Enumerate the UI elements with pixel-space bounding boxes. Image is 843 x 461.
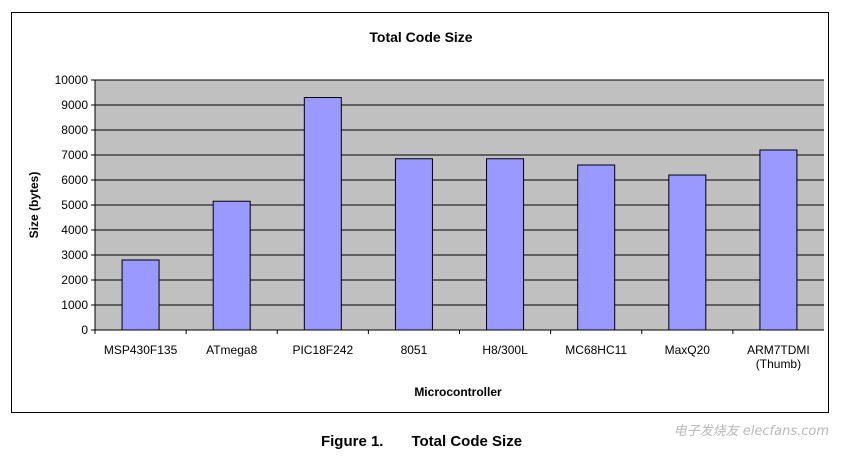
y-axis-title: Size (bytes) — [27, 172, 41, 239]
y-tick-label: 8000 — [61, 123, 88, 137]
y-tick-label: 1000 — [61, 298, 88, 312]
x-tick-label: H8/300L — [482, 343, 528, 357]
y-tick-label: 9000 — [61, 98, 88, 112]
bar-1 — [212, 200, 251, 331]
y-tick-label: 6000 — [61, 173, 88, 187]
x-tick-label: ARM7TDMI (Thumb) — [747, 343, 810, 371]
figure-label: Figure 1. — [320, 433, 384, 450]
x-tick-label: ATmega8 — [206, 343, 257, 357]
figure-title: Total Code Size — [411, 433, 523, 450]
bar-chart: Total Code Size 0 1000 2000 3000 4000 5000 6000… — [27, 29, 824, 399]
y-tick-label: 7000 — [61, 148, 88, 162]
x-tick-label: MC68HC11 — [565, 343, 627, 357]
bar-7 — [759, 149, 798, 331]
x-tick-label: MSP430F135 — [104, 343, 178, 357]
chart-frame: Total Code Size 0 1000 2000 3000 4000 5000 6000… — [11, 12, 829, 413]
x-tick-label: PIC18F242 — [292, 343, 353, 357]
bar-6 — [668, 174, 707, 331]
x-tick-label: MaxQ20 — [665, 343, 711, 357]
bar-4 — [486, 158, 525, 331]
y-tick-label: 10000 — [55, 73, 89, 87]
bar-3 — [394, 158, 433, 331]
chart-title: Total Code Size — [369, 29, 472, 45]
y-tick-label: 5000 — [61, 198, 88, 212]
figure-caption: Figure 1. Total Code Size — [0, 433, 843, 450]
bar-2 — [303, 97, 342, 331]
y-tick-label: 2000 — [61, 273, 88, 287]
x-tick-label: 8051 — [401, 343, 428, 357]
x-axis-title: Microcontroller — [414, 385, 502, 399]
y-tick-label: 4000 — [61, 223, 88, 237]
bar-5 — [577, 164, 616, 331]
y-tick-label: 0 — [81, 323, 88, 337]
watermark: 电子发烧友 elecfans.com — [673, 424, 829, 439]
bar-0 — [121, 259, 160, 331]
y-tick-label: 3000 — [61, 248, 88, 262]
